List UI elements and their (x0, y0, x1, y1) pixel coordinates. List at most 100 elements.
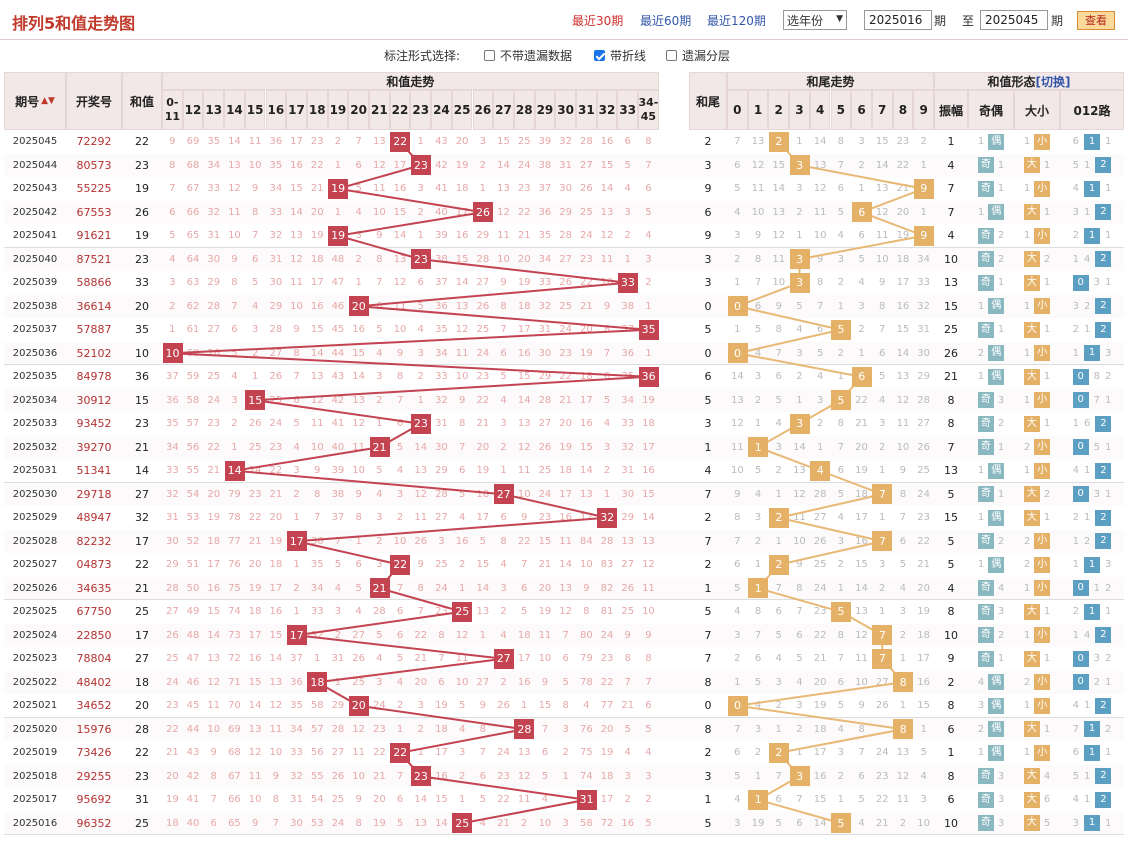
amplitude: 8 (947, 393, 955, 407)
sum-miss: 25 (579, 206, 593, 218)
sum-miss: 67 (186, 183, 200, 195)
sum-miss: 15 (642, 488, 655, 500)
sum-miss: 8 (479, 723, 487, 735)
draw-number: 34635 (76, 581, 112, 595)
checkbox-layer[interactable] (666, 50, 677, 61)
tail-miss: 8 (816, 277, 824, 289)
sum-miss: 7 (541, 723, 549, 735)
sum-miss: 23 (248, 488, 262, 500)
range-30-link[interactable]: 最近30期 (572, 14, 624, 28)
sum-miss: 31 (435, 418, 448, 430)
tail-miss: 15 (855, 559, 868, 571)
sum-miss: 3 (231, 394, 238, 406)
sum-miss: 19 (248, 582, 262, 594)
range-60-link[interactable]: 最近60期 (640, 14, 692, 28)
sum-miss: 44 (331, 347, 345, 359)
route-miss: 1 (1105, 136, 1112, 148)
draw-number: 67553 (76, 205, 112, 219)
draw-number: 72292 (76, 135, 112, 149)
sum-miss: 69 (228, 723, 241, 735)
sum-miss: 19 (310, 230, 324, 242)
sum-miss: 62 (186, 300, 200, 312)
sum-miss: 69 (186, 136, 200, 148)
tail-miss: 13 (751, 136, 765, 148)
route-miss: 1 (1105, 441, 1112, 453)
tail-miss: 5 (899, 559, 907, 571)
sum-miss: 6 (562, 653, 569, 665)
sum-miss: 13 (269, 676, 283, 688)
option-layer[interactable]: 遗漏分层 (666, 47, 730, 64)
route-badge: 1 (1084, 180, 1100, 197)
option-no-miss[interactable]: 不带遗漏数据 (484, 47, 572, 64)
sum-miss: 20 (248, 559, 262, 571)
sum-miss: 22 (579, 277, 593, 289)
sum-miss: 15 (497, 136, 510, 148)
tail-miss: 6 (796, 817, 803, 829)
odd-badge: 奇 (977, 439, 994, 456)
sum-miss: 34 (435, 347, 448, 359)
sum-miss: 1 (562, 770, 569, 782)
year-select[interactable]: 选年份 ▼ (783, 10, 847, 30)
tail-miss: 2 (775, 700, 782, 712)
sum-miss: 9 (355, 488, 362, 500)
sum-miss: 10 (372, 206, 386, 218)
tail-value: 9 (704, 229, 712, 243)
tail-miss: 11 (855, 653, 868, 665)
sum-miss: 5 (624, 723, 631, 735)
tail-ball: 1 (748, 789, 769, 810)
sort-icon[interactable]: ▲▼ (41, 96, 55, 106)
sum-miss: 8 (314, 488, 321, 500)
sum-miss: 13 (228, 159, 241, 171)
sum-value: 23 (135, 769, 149, 783)
query-button[interactable]: 查看 (1077, 11, 1115, 30)
route-miss: 3 (1072, 817, 1079, 829)
sum-miss: 26 (579, 183, 593, 195)
tail-miss: 16 (896, 300, 910, 312)
tail-ball: 7 (872, 484, 893, 504)
even-miss: 3 (997, 394, 1005, 406)
sum-col-header: 26 (472, 90, 494, 130)
sum-miss: 25 (269, 394, 283, 406)
odd-miss: 4 (977, 676, 985, 688)
sum-miss: 18 (269, 559, 283, 571)
sum-miss: 13 (352, 394, 365, 406)
sum-miss: 12 (207, 676, 221, 688)
route-miss: 1 (1072, 418, 1079, 430)
sum-miss: 22 (517, 206, 531, 218)
sum-miss: 11 (538, 629, 552, 641)
sum-miss: 16 (290, 159, 303, 171)
option-polyline[interactable]: 带折线 (594, 47, 646, 64)
tail-miss: 2 (858, 324, 865, 336)
tail-value: 7 (704, 487, 712, 501)
tail-miss: 23 (896, 136, 910, 148)
sum-miss: 27 (476, 676, 490, 688)
sum-ball: 10 (162, 343, 183, 363)
amplitude: 8 (947, 417, 955, 431)
route-badge: 0 (1072, 368, 1089, 385)
checkbox-no-miss[interactable] (484, 50, 495, 61)
range-120-link[interactable]: 最近120期 (707, 14, 766, 28)
sum-miss: 27 (165, 606, 179, 618)
sum-miss: 23 (269, 441, 283, 453)
sum-miss: 5 (376, 324, 383, 336)
sum-miss: 4 (396, 676, 404, 688)
route-badge: 0 (1072, 580, 1089, 597)
sum-miss: 25 (559, 300, 572, 312)
sum-col-header: 25 (451, 90, 473, 130)
from-period-input[interactable] (864, 10, 932, 30)
sum-miss: 34 (207, 159, 221, 171)
toggle-link[interactable]: [切换] (1035, 74, 1071, 89)
checkbox-polyline[interactable] (594, 50, 605, 61)
sum-miss: 39 (435, 230, 448, 242)
sum-miss: 12 (228, 183, 241, 195)
tail-miss: 13 (896, 747, 910, 759)
sum-miss: 3 (376, 512, 383, 524)
to-period-input[interactable] (980, 10, 1048, 30)
sum-miss: 27 (579, 159, 593, 171)
sum-miss: 14 (352, 371, 365, 383)
